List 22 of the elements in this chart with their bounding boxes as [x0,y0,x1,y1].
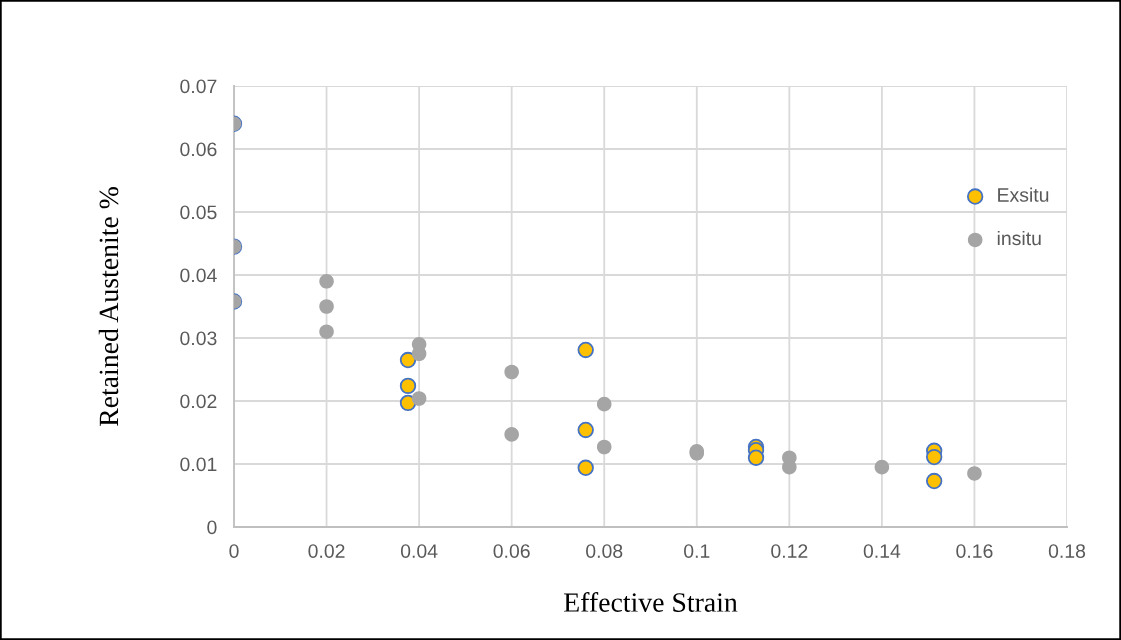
y-tick-label: 0.05 [180,205,217,220]
x-tick-label: 0.14 [863,544,901,558]
x-tick-label: 0.12 [771,544,808,558]
legend-label: insitu [997,230,1041,246]
x-tick-label: 0.16 [956,544,993,558]
y-tick-label: 0.04 [180,268,217,283]
y-tick-label: 0.02 [180,394,217,409]
x-tick-label: 0.08 [586,544,623,558]
y-tick-label: 0 [207,520,217,535]
x-tick-label: 0.06 [493,544,530,558]
y-tick-label: 0.01 [180,457,217,472]
x-tick-label: 0.18 [1048,544,1086,558]
x-tick-label: 0 [229,544,239,558]
y-tick-label: 0.03 [180,331,217,346]
y-axis-title: Retained Austenite % [98,187,119,427]
y-tick-label: 0.07 [180,79,217,94]
x-tick-label: 0.04 [400,544,438,558]
x-axis-title: Effective Strain [564,592,738,612]
x-tick-label: 0.1 [684,544,710,558]
legend-label: Exsitu [998,187,1049,202]
y-tick-label: 0.06 [180,142,217,157]
x-tick-label: 0.02 [308,544,345,558]
